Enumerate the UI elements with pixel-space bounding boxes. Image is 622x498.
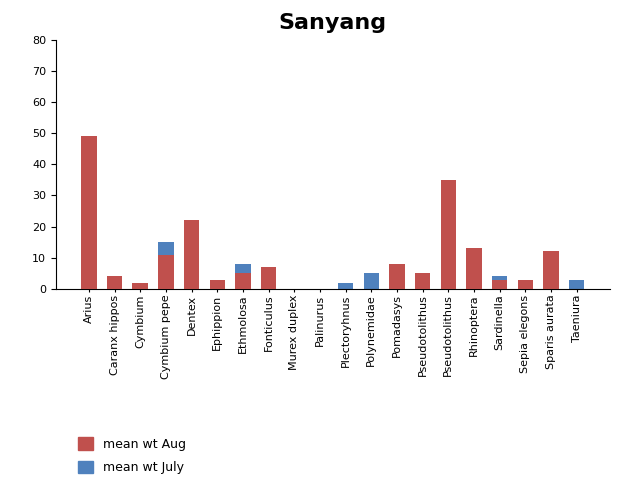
- Bar: [364, 273, 379, 289]
- Bar: [81, 136, 96, 289]
- Bar: [338, 282, 353, 289]
- Bar: [389, 279, 405, 289]
- Bar: [389, 264, 405, 289]
- Bar: [466, 254, 481, 289]
- Bar: [415, 273, 430, 289]
- Bar: [235, 273, 251, 289]
- Bar: [492, 279, 508, 289]
- Bar: [492, 276, 508, 289]
- Bar: [261, 267, 276, 289]
- Legend: mean wt Aug, mean wt July: mean wt Aug, mean wt July: [73, 432, 192, 479]
- Bar: [440, 217, 456, 289]
- Bar: [543, 251, 559, 289]
- Title: Sanyang: Sanyang: [279, 13, 387, 33]
- Bar: [132, 282, 148, 289]
- Bar: [107, 276, 123, 289]
- Bar: [261, 276, 276, 289]
- Bar: [518, 279, 533, 289]
- Bar: [210, 279, 225, 289]
- Bar: [440, 180, 456, 289]
- Bar: [518, 279, 533, 289]
- Bar: [235, 264, 251, 289]
- Bar: [158, 254, 174, 289]
- Bar: [569, 279, 585, 289]
- Bar: [184, 251, 199, 289]
- Bar: [184, 220, 199, 289]
- Bar: [81, 189, 96, 289]
- Bar: [158, 242, 174, 289]
- Bar: [466, 249, 481, 289]
